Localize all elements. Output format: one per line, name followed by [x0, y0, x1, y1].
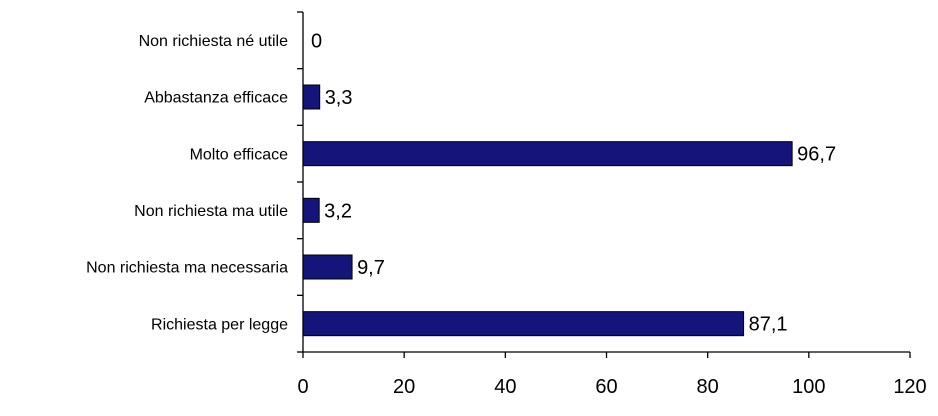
category-label-molto-efficace: Molto efficace	[190, 146, 289, 163]
bar-non-richiesta-ma-necessaria	[302, 254, 353, 280]
x-tick-label-40: 40	[494, 376, 516, 398]
data-label-non-richiesta-ne-utile: 0	[311, 30, 322, 52]
x-tick-label-0: 0	[297, 376, 308, 398]
bar-non-richiesta-ma-utile	[302, 197, 320, 223]
data-label-richiesta-per-legge: 87,1	[749, 314, 788, 336]
x-tick-label-60: 60	[595, 376, 617, 398]
bar-abbastanza-efficace	[302, 84, 321, 110]
labels-layer: Non richiesta né utile 0 Abbastanza effica…	[86, 30, 927, 398]
category-label-non-richiesta-ma-necessaria: Non richiesta ma necessaria	[86, 260, 288, 277]
bar-richiesta-per-legge	[302, 311, 745, 337]
x-tick-label-100: 100	[792, 376, 825, 398]
category-label-non-richiesta-ma-utile: Non richiesta ma utile	[134, 203, 288, 220]
category-label-non-richiesta-ne-utile: Non richiesta né utile	[139, 33, 289, 50]
x-tick-label-120: 120	[893, 376, 926, 398]
data-label-molto-efficace: 96,7	[797, 144, 836, 166]
category-label-abbastanza-efficace: Abbastanza efficace	[144, 90, 288, 107]
axes-layer	[297, 11, 911, 358]
data-label-non-richiesta-ma-necessaria: 9,7	[357, 257, 385, 279]
x-tick-label-80: 80	[697, 376, 719, 398]
category-label-richiesta-per-legge: Richiesta per legge	[151, 316, 288, 333]
x-tick-label-20: 20	[393, 376, 415, 398]
data-label-abbastanza-efficace: 3,3	[325, 87, 353, 109]
bars-layer	[302, 84, 793, 337]
data-label-non-richiesta-ma-utile: 3,2	[324, 200, 352, 222]
bar-molto-efficace	[302, 141, 793, 167]
